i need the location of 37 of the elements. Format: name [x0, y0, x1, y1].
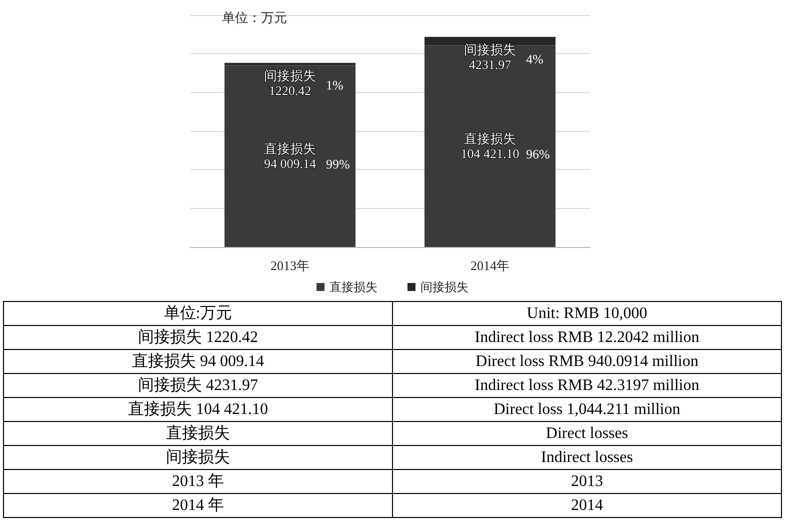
annotation: 99% [326, 156, 350, 172]
text: 间接损失 [4, 446, 392, 470]
data-label: 1220.42 [268, 82, 312, 98]
text: Indirect loss RMB 42.3197 million [392, 374, 782, 398]
text: 2013 年 [4, 470, 392, 494]
text: 2013 [392, 470, 782, 494]
bar [424, 45, 556, 247]
text: Unit: RMB 10,000 [392, 302, 782, 326]
annotation: 1% [326, 77, 344, 92]
annotation: 4% [526, 51, 544, 66]
x-tick-label: 2013年 [270, 258, 310, 273]
annotation: 96% [526, 146, 550, 162]
text: Indirect loss RMB 12.2042 million [392, 326, 782, 350]
data-label: 94 009.14 [264, 156, 316, 172]
text: 间接损失 1220.42 [4, 326, 392, 350]
text: 间接损失 [464, 42, 516, 57]
text: 间接损失 [264, 68, 316, 83]
text: 2014 [392, 494, 782, 518]
text: 单位:万元 [4, 302, 392, 326]
text: 2014 年 [4, 494, 392, 518]
text: Direct losses [392, 422, 782, 446]
legend-label: 间接损失 [420, 280, 468, 294]
data-label: 4231.97 [468, 56, 512, 72]
text: 直接损失 104 421.10 [4, 398, 392, 422]
text: 直接损失 [264, 141, 316, 156]
legend-label: 直接损失 [330, 280, 378, 294]
text: 直接损失 [4, 422, 392, 446]
text: Indirect losses [392, 446, 782, 470]
text: 间接损失 4231.97 [4, 374, 392, 398]
text: Direct loss 1,044.211 million [392, 398, 782, 422]
bar [224, 65, 356, 247]
text: 单位：万元 [222, 11, 287, 26]
x-tick-label: 2014年 [470, 258, 510, 273]
data-label: 104 421.10 [460, 146, 520, 162]
text: 直接损失 94 009.14 [4, 350, 392, 374]
text: Direct loss RMB 940.0914 million [392, 350, 782, 374]
text: 直接损失 [464, 131, 516, 146]
